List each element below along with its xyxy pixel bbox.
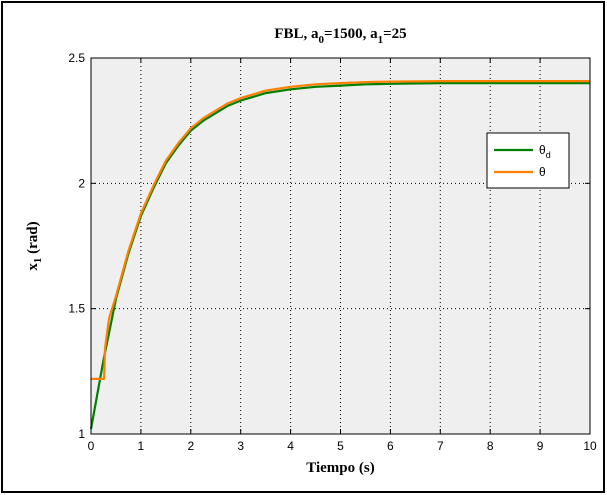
series-line-theta xyxy=(91,79,590,380)
y-tick-label: 1.5 xyxy=(68,302,85,316)
legend: θd θ xyxy=(486,132,570,189)
ticks xyxy=(90,57,591,435)
grid xyxy=(91,58,590,434)
x-axis-label: Tiempo (s) xyxy=(306,460,374,476)
legend-label-theta-d: θd xyxy=(539,143,551,160)
x-tick-label: 7 xyxy=(437,439,444,453)
x-tick-label: 9 xyxy=(537,439,544,453)
x-tick-label: 2 xyxy=(187,439,194,453)
x-tick-label: 4 xyxy=(287,439,294,453)
x-tick-label: 8 xyxy=(487,439,494,453)
chart-title: FBL, a0=1500, a1=25 xyxy=(274,26,406,46)
series-layer xyxy=(89,79,590,430)
x-tick-label: 0 xyxy=(88,439,95,453)
y-tick-label: 2.5 xyxy=(68,51,85,65)
legend-box xyxy=(486,132,570,189)
x-tick-label: 10 xyxy=(583,439,597,453)
y-tick-label: 2 xyxy=(78,176,85,190)
x-tick-label: 1 xyxy=(138,439,145,453)
y-tick-label: 1 xyxy=(78,427,85,441)
legend-label-theta: θ xyxy=(539,165,546,179)
x-tick-label: 6 xyxy=(387,439,394,453)
x-tick-label: 5 xyxy=(337,439,344,453)
y-axis-label: x1 (rad) xyxy=(25,221,44,270)
x-tick-label: 3 xyxy=(237,439,244,453)
